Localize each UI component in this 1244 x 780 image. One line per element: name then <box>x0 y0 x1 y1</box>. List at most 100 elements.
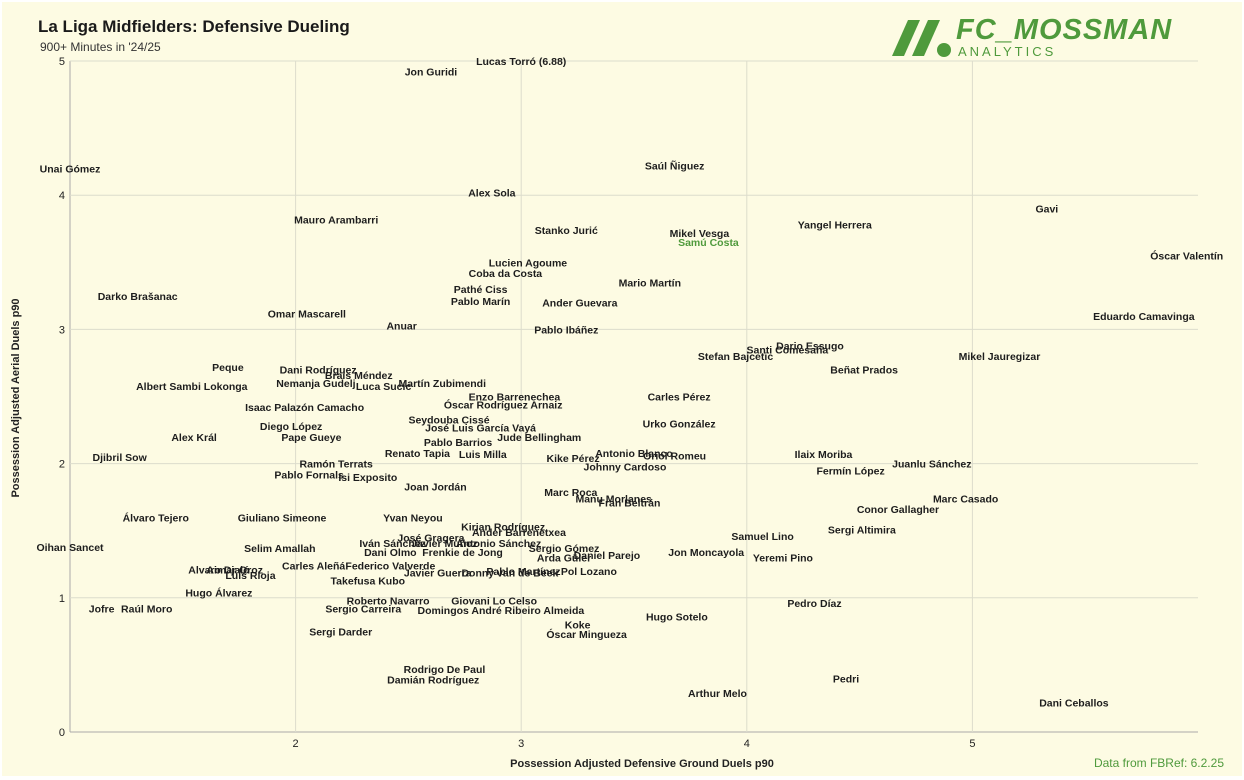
data-point-label: Jon Guridi <box>405 67 458 79</box>
data-point-label: Iván Sánchez <box>359 538 426 550</box>
data-point-label: Antonio Sánchez <box>456 538 541 550</box>
data-point-label: Pedro Díaz <box>787 598 841 610</box>
data-point-label: Albert Sambi Lokonga <box>136 381 248 393</box>
data-point-label: Javier Muñoz <box>411 538 478 550</box>
data-point-label: Mikel Vesga <box>670 228 730 240</box>
data-point-label: José Luis García Vayá <box>425 422 536 434</box>
data-point-label: Jofre <box>89 604 115 616</box>
data-point-label: Samú Costa <box>678 237 739 249</box>
data-point-label: Frenkie de Jong <box>422 547 503 559</box>
data-point-label: Juanlu Sánchez <box>892 459 971 471</box>
data-point-label: Pathé Ciss <box>454 284 508 296</box>
data-point-label: Carles Aleñá <box>282 561 345 573</box>
data-point-label: Luis Milla <box>459 449 507 461</box>
y-tick-label: 1 <box>59 593 65 605</box>
data-point-label: Alvaro Djaló <box>188 565 249 577</box>
data-point-label: Ander Barrenetxea <box>472 527 566 539</box>
data-point-label: Federico Valverde <box>345 561 435 573</box>
data-point-label: Diego López <box>260 421 322 433</box>
data-point-label: Renato Tapia <box>385 448 450 460</box>
data-point-label: Pablo Barrios <box>424 437 492 449</box>
slash-stripes-dot-icon <box>892 20 951 57</box>
data-point-label: Óscar Rodríguez Arnaiz <box>444 399 563 412</box>
y-axis-label: Possession Adjusted Aerial Duels p90 <box>10 298 22 497</box>
brand-logo: FC_MOSSMAN ANALYTICS <box>890 14 1220 60</box>
data-point-label: Pape Gueye <box>281 432 341 444</box>
data-point-label: Joan Jordán <box>404 481 466 493</box>
data-point-label: Stanko Jurić <box>535 225 598 237</box>
data-point-label: Kike Pérez <box>547 453 600 465</box>
data-point-label: Yangel Herrera <box>798 220 872 232</box>
data-point-label: Gavi <box>1035 204 1058 216</box>
chart-title: La Liga Midfielders: Defensive Dueling <box>38 17 350 36</box>
data-point-label: Seydouba Cissé <box>408 414 489 426</box>
data-point-label: Donny van de Beek <box>461 567 558 579</box>
data-point-label: Peque <box>212 362 244 374</box>
data-point-label: Yvan Neyou <box>383 512 443 524</box>
data-point-label: Johnny Cardoso <box>584 461 667 473</box>
data-point-label: Roberto Navarro <box>347 595 430 607</box>
data-point-label: Carles Pérez <box>648 392 711 404</box>
data-point-label: Pablo Ibáñez <box>534 324 598 336</box>
data-point-label: Brais Méndez <box>325 370 393 382</box>
data-point-label: Jon Moncayola <box>668 547 744 559</box>
y-tick-label: 3 <box>59 324 65 336</box>
data-point-label: Antonio Blanco <box>595 448 673 460</box>
brand-name: FC_MOSSMAN <box>956 14 1173 46</box>
data-point-label: Pablo Fornals <box>274 469 344 481</box>
data-point-label: Lucien Agoume <box>489 257 568 269</box>
data-point-label: Koke <box>565 620 591 632</box>
data-point-label: Lucas Torró (6.88) <box>476 56 566 68</box>
data-point-label: Ramón Terrats <box>300 459 373 471</box>
data-point-label: Arda Güler <box>537 553 591 565</box>
axis-ticks: 2 3 4 5 0 1 2 3 4 5 <box>59 56 976 750</box>
data-point-label: Nemanja Gudelj <box>276 378 355 390</box>
data-point-label: Oihan Sancet <box>36 542 104 554</box>
data-point-label: Urko González <box>643 418 716 430</box>
data-point-label: Raúl Moro <box>121 604 172 616</box>
data-points: Lucas Torró (6.88) Jon Guridi Unai Gómez Sa… <box>36 56 1223 709</box>
data-point-label: Marc Roca <box>544 487 597 499</box>
x-tick-label: 4 <box>744 738 750 750</box>
data-point-label: Selim Amallah <box>244 543 315 555</box>
data-point-label: Dario Essugo <box>776 341 844 353</box>
data-point-label: Pablo Marín <box>451 296 511 308</box>
y-tick-label: 2 <box>59 459 65 471</box>
y-tick-label: 4 <box>59 190 65 202</box>
data-point-label: Jude Bellingham <box>497 432 581 444</box>
data-point-label: Álvaro Tejero <box>123 511 189 524</box>
data-point-label: Óscar Mingueza <box>546 628 627 641</box>
y-tick-label: 0 <box>59 727 65 739</box>
brand-subtitle: ANALYTICS <box>958 44 1057 59</box>
data-point-label: Giovani Lo Celso <box>451 595 537 607</box>
data-point-label: Mauro Arambarri <box>294 214 378 226</box>
data-point-label: Manu Morlanes <box>575 493 652 505</box>
data-point-label: Javier Guerra <box>404 567 472 579</box>
data-point-label: Domingos André Ribeiro Almeida <box>418 605 585 617</box>
data-point-label: Unai Gómez <box>40 163 101 175</box>
data-point-label: Luis Rioja <box>225 570 275 582</box>
data-point-label: Pol Lozano <box>561 566 617 578</box>
x-axis-label: Possession Adjusted Defensive Ground Due… <box>510 758 774 770</box>
data-point-label: Sergi Darder <box>309 626 372 638</box>
data-point-label: Eduardo Camavinga <box>1093 311 1195 323</box>
data-point-label: Kirian Rodríguez <box>461 522 545 534</box>
data-point-label: Beñat Prados <box>830 365 898 377</box>
data-point-label: Saúl Ñiguez <box>645 160 705 173</box>
data-point-label: Fermín López <box>816 465 884 477</box>
data-point-label: Isi Exposito <box>338 472 397 484</box>
x-tick-label: 5 <box>969 738 975 750</box>
data-point-label: Pedri <box>833 673 859 685</box>
chart-subtitle: 900+ Minutes in '24/25 <box>40 40 161 54</box>
data-point-label: Rodrigo De Paul <box>404 664 486 676</box>
x-tick-label: 2 <box>293 738 299 750</box>
data-point-label: Óscar Valentín <box>1150 250 1223 263</box>
data-point-label: Dani Ceballos <box>1039 697 1109 709</box>
data-point-label: Santi Comesaña <box>747 345 829 357</box>
data-point-label: Ilaix Moriba <box>795 449 853 461</box>
data-point-label: Darko Brašanac <box>98 291 178 303</box>
data-point-label: Sergio Carreira <box>325 604 401 616</box>
data-point-label: Coba da Costa <box>469 268 543 280</box>
